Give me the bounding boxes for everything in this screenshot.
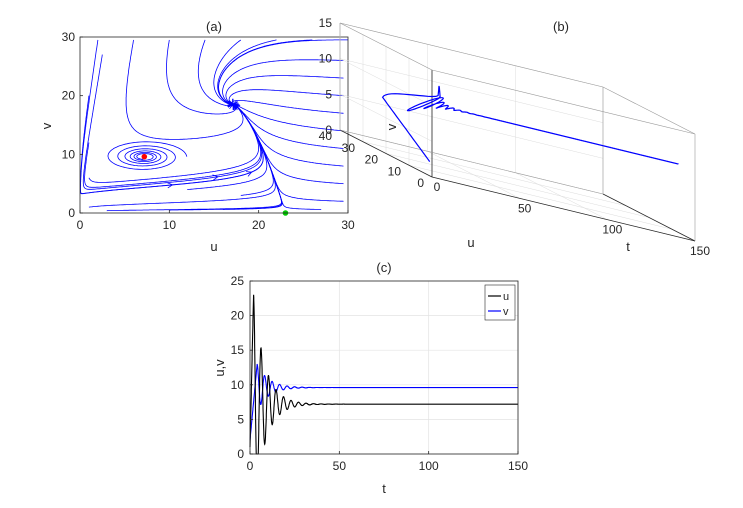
- streamline: [213, 39, 242, 106]
- y-tick-label: 10: [62, 147, 76, 161]
- v-tick-label: 15: [319, 16, 333, 30]
- y-tick-label: 30: [62, 30, 76, 44]
- panel-c: (c) 0 50 100 150 0 5 10 15 20 25 u v t u,v: [212, 260, 528, 496]
- grid-line: [408, 165, 673, 230]
- panel-c-plot-area: [250, 281, 518, 454]
- panel-a-streamlines: [80, 39, 348, 212]
- x-tick-label: 10: [163, 218, 177, 232]
- x-tick-label: 0: [77, 218, 84, 232]
- x-tick-label: 20: [252, 218, 266, 232]
- box-edge: [431, 69, 696, 135]
- v-tick-label: 5: [325, 87, 332, 101]
- y-tick-label: 5: [237, 412, 244, 426]
- panel-c-legend: u v: [484, 284, 516, 321]
- panel-a: (a) 0 10 20 30 0 10 20 30 u v: [39, 19, 355, 254]
- panel-a-plot-area: [80, 37, 348, 213]
- y-tick-label: 0: [68, 206, 75, 220]
- x-tick-label: 50: [333, 459, 347, 473]
- axis-edge-t: [431, 176, 696, 242]
- grid-line: [362, 141, 627, 206]
- box-edge: [602, 86, 696, 135]
- y-tick-label: 20: [231, 309, 245, 323]
- panel-a-label: (a): [206, 19, 222, 34]
- box-edge: [339, 129, 604, 195]
- series-u-line: [249, 294, 518, 455]
- streamline: [231, 100, 344, 114]
- panel-a-axes-box: [79, 36, 349, 214]
- box-edge: [339, 22, 604, 88]
- legend-box: [484, 284, 516, 321]
- x-tick-label: 100: [419, 459, 439, 473]
- panel-b-label: (b): [553, 19, 569, 34]
- x-tick-label: 150: [508, 459, 528, 473]
- v-tick-label: 10: [319, 52, 333, 66]
- streamline: [197, 39, 234, 107]
- t-tick-label: 50: [518, 201, 532, 215]
- panel-c-label: (c): [376, 260, 391, 275]
- stream-arrow: [227, 98, 234, 106]
- streamline: [225, 75, 344, 105]
- panel-c-xlabel: t: [382, 481, 386, 496]
- u-tick-label: 20: [365, 153, 379, 167]
- y-tick-label: 10: [231, 378, 245, 392]
- streamline: [222, 59, 344, 105]
- streamline: [125, 39, 244, 140]
- t-tick-label: 150: [690, 244, 710, 258]
- u-tick-label: 0: [417, 176, 424, 190]
- x-tick-label: 0: [247, 459, 254, 473]
- y-tick-label: 0: [237, 447, 244, 461]
- legend-u-label: u: [503, 291, 509, 303]
- box-edge: [339, 22, 433, 71]
- y-tick-label: 25: [231, 274, 245, 288]
- grid-line: [339, 58, 433, 106]
- streamline: [218, 39, 348, 105]
- box-edge: [602, 193, 696, 242]
- u-tick-label: 30: [342, 141, 356, 155]
- panel-a-ylabel: v: [39, 122, 54, 129]
- panel-b-vlabel: v: [384, 123, 399, 130]
- u-tick-label: 10: [388, 164, 402, 178]
- equilibrium-spiral: [107, 141, 188, 170]
- x-tick-label: 30: [341, 218, 355, 232]
- v-tick-label: 0: [325, 123, 332, 137]
- streamline: [166, 39, 237, 115]
- t-tick-label: 0: [434, 180, 441, 194]
- streamline: [228, 89, 344, 105]
- grid-line: [339, 58, 604, 123]
- axis-edge-u: [339, 129, 433, 178]
- panel-a-xlabel: u: [210, 239, 217, 254]
- panel-b-ulabel: u: [467, 235, 474, 250]
- panel-b-tlabel: t: [626, 239, 630, 254]
- panel-c-ticks: 0 50 100 150 0 5 10 15 20 25: [231, 274, 529, 473]
- panel-a-ticks: 0 10 20 30 0 10 20 30: [62, 30, 355, 232]
- legend-v-label: v: [503, 306, 509, 318]
- y-tick-label: 15: [231, 343, 245, 357]
- streamline: [232, 103, 274, 196]
- interior-equilibrium-point: [141, 153, 148, 160]
- streamline: [232, 103, 344, 132]
- panel-b-trajectory: [381, 85, 679, 165]
- grid-line: [385, 153, 650, 218]
- panel-c-axes-box: [249, 280, 519, 455]
- series-v-line: [249, 363, 518, 441]
- panel-b-box: [339, 22, 696, 242]
- grid-line: [339, 94, 433, 142]
- grid-line: [339, 94, 604, 159]
- streamline: [82, 54, 262, 190]
- panel-c-ylabel: u,v: [212, 359, 227, 377]
- t-tick-label: 100: [602, 223, 622, 237]
- y-tick-label: 20: [62, 89, 76, 103]
- u-tick-label: 40: [319, 129, 333, 143]
- stream-arrow: [212, 174, 219, 181]
- stream-arrow: [246, 171, 253, 177]
